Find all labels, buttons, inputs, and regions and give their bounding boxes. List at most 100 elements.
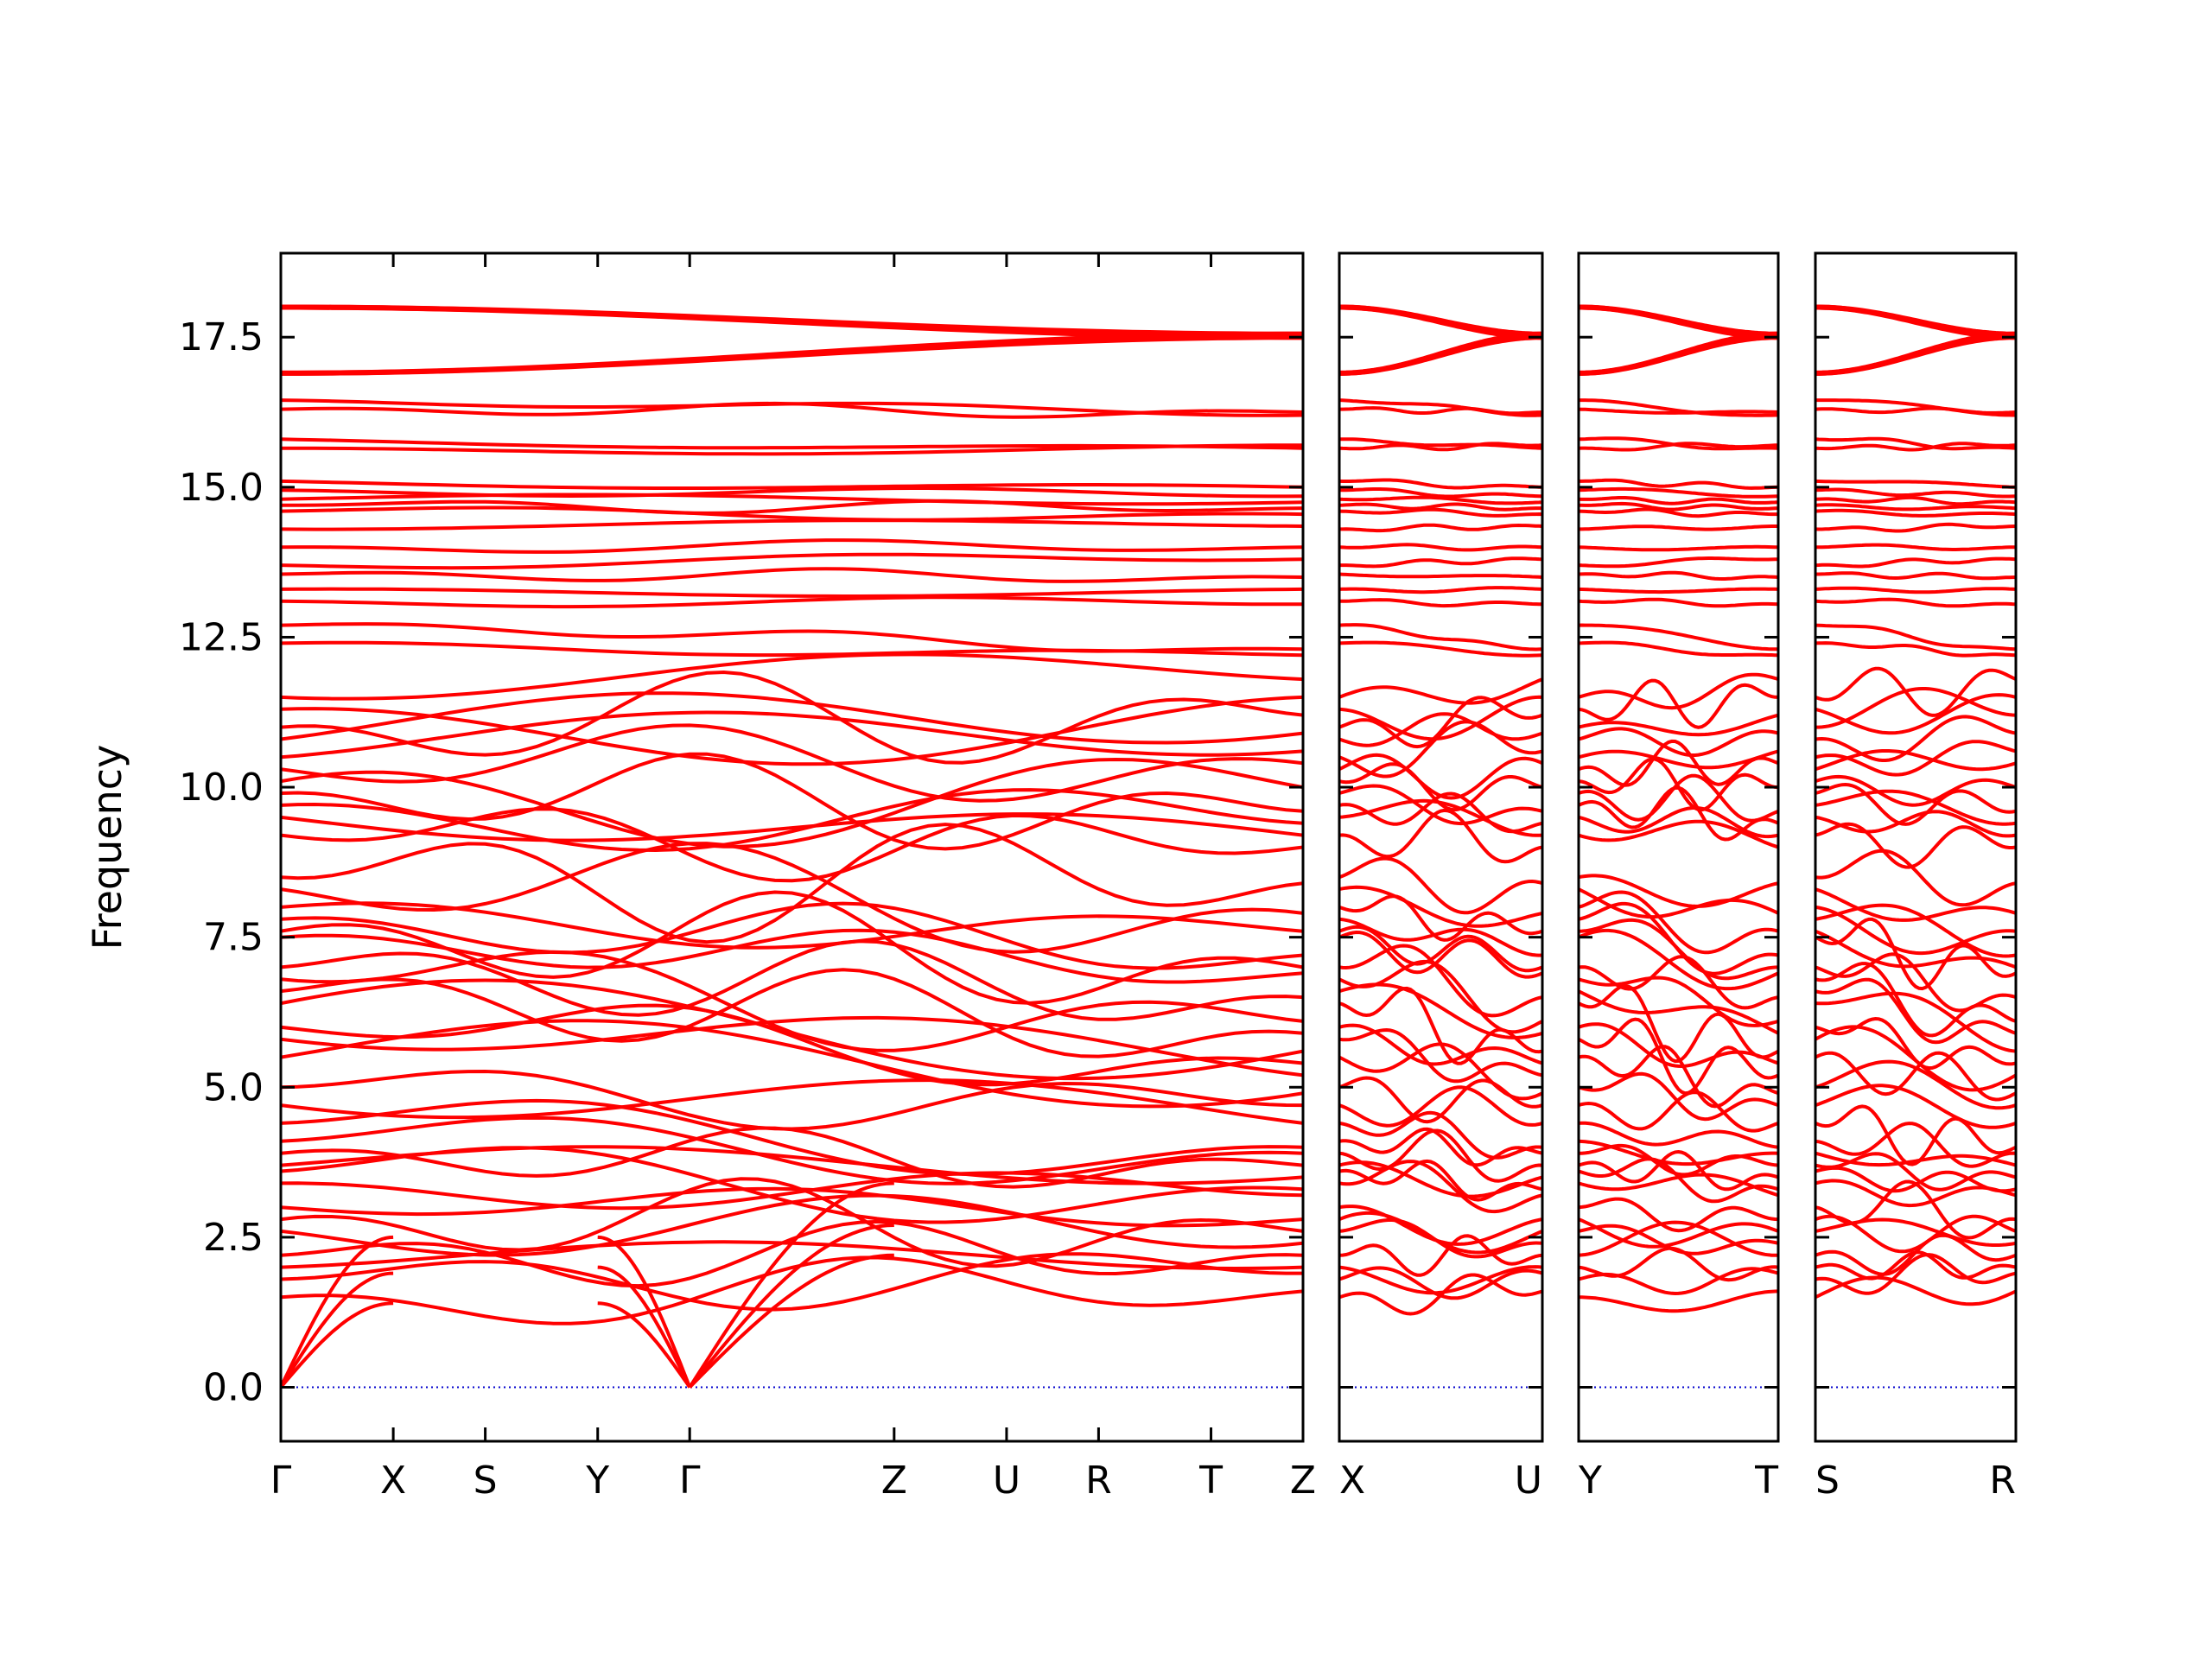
band-branch bbox=[1579, 587, 1778, 594]
x-tick-label: T bbox=[1198, 1459, 1223, 1503]
band-branch bbox=[1339, 640, 1542, 658]
y-tick-label: 12.5 bbox=[179, 615, 264, 659]
band-branch bbox=[281, 622, 1303, 653]
band-branch bbox=[281, 499, 1303, 515]
band-branch bbox=[1339, 1128, 1542, 1183]
x-tick-label: X bbox=[1339, 1459, 1365, 1503]
band-branch bbox=[1815, 1059, 2016, 1110]
band-branch bbox=[1579, 819, 1778, 849]
band-branch bbox=[1339, 502, 1542, 512]
band-branch bbox=[1339, 1265, 1542, 1295]
band-branch bbox=[1815, 1214, 2016, 1254]
band-lines bbox=[281, 304, 1303, 1389]
x-tick-label: R bbox=[1989, 1459, 2016, 1503]
band-branch bbox=[1815, 849, 2016, 907]
band-branch bbox=[1815, 1275, 2016, 1306]
band-branch bbox=[1815, 905, 2016, 956]
band-branch bbox=[1815, 586, 2016, 594]
band-branch bbox=[1579, 556, 1778, 569]
band-branch bbox=[1339, 712, 1542, 747]
band-branch bbox=[1339, 944, 1542, 1018]
band-branch bbox=[1339, 334, 1542, 376]
band-branch bbox=[1339, 507, 1542, 518]
band-branch bbox=[1339, 406, 1542, 416]
band-branch bbox=[1579, 989, 1778, 1035]
band-branch bbox=[1579, 1045, 1778, 1109]
band-branch bbox=[1339, 1234, 1542, 1277]
band-branch bbox=[1339, 1127, 1542, 1167]
band-branch bbox=[1579, 1017, 1778, 1096]
y-tick-label: 15.0 bbox=[179, 466, 264, 510]
band-branch bbox=[1815, 571, 2016, 581]
band-branch bbox=[1339, 495, 1542, 505]
band-branch bbox=[1339, 572, 1542, 579]
band-branch bbox=[1339, 487, 1542, 499]
band-branch bbox=[1339, 523, 1542, 533]
band-branch bbox=[1579, 570, 1778, 581]
band-branch bbox=[1579, 1071, 1778, 1122]
band-branch bbox=[1579, 955, 1778, 1010]
band-branch bbox=[281, 710, 1303, 760]
band-branch bbox=[1579, 1289, 1778, 1313]
band-branch bbox=[1579, 442, 1778, 452]
band-branch bbox=[281, 812, 1303, 842]
band-branch bbox=[1339, 695, 1542, 741]
band-branch bbox=[1579, 874, 1778, 908]
band-branch bbox=[1815, 479, 2016, 489]
band-branch bbox=[1579, 1173, 1778, 1198]
band-branch bbox=[281, 1078, 1303, 1125]
x-tick-label: T bbox=[1754, 1459, 1778, 1503]
band-branch bbox=[1815, 1253, 2016, 1295]
band-branch bbox=[1579, 478, 1778, 490]
band-branch bbox=[1815, 1217, 2016, 1247]
band-branch bbox=[281, 505, 1303, 522]
band-branch bbox=[281, 1098, 1303, 1176]
band-branch bbox=[1579, 976, 1778, 1027]
band-branch bbox=[1579, 1090, 1778, 1133]
band-branch bbox=[1339, 586, 1542, 594]
band-branch bbox=[1815, 406, 2016, 415]
chart-panels: 0.02.55.07.510.012.515.017.5Γ X S Y Γ Z U R T Z X U… bbox=[179, 251, 2018, 1503]
band-lines bbox=[1579, 304, 1778, 1389]
x-tick-label: S bbox=[1815, 1459, 1840, 1503]
band-branch bbox=[1339, 1159, 1542, 1202]
band-branch bbox=[1339, 556, 1542, 569]
band-branch bbox=[281, 695, 1303, 766]
acoustic-branch bbox=[597, 1301, 691, 1389]
band-branch bbox=[281, 928, 1303, 984]
band-branch bbox=[1815, 1122, 2016, 1168]
band-branch bbox=[1815, 822, 2016, 869]
band-branch bbox=[1579, 1220, 1778, 1257]
band-branch bbox=[281, 1252, 1303, 1312]
band-branch bbox=[281, 443, 1303, 456]
band-branch bbox=[1815, 487, 2016, 499]
x-tick-label: R bbox=[1085, 1459, 1112, 1503]
band-branch bbox=[281, 552, 1303, 570]
x-tick-label: S bbox=[474, 1459, 498, 1503]
band-branch bbox=[281, 752, 1303, 851]
band-branch bbox=[1579, 407, 1778, 415]
band-branch bbox=[1815, 666, 2016, 717]
band-branch bbox=[1815, 687, 2016, 729]
band-branch bbox=[281, 978, 1303, 1081]
band-branch bbox=[1339, 677, 1542, 705]
band-branch bbox=[1579, 486, 1778, 499]
band-branch bbox=[1579, 496, 1778, 505]
band-branch bbox=[1815, 1104, 2016, 1166]
band-branch bbox=[1579, 727, 1778, 757]
band-branch bbox=[1815, 1250, 2016, 1281]
band-branch bbox=[1579, 1121, 1778, 1149]
band-branch bbox=[1339, 808, 1542, 864]
y-tick-label: 0.0 bbox=[203, 1366, 264, 1410]
band-branch bbox=[1579, 678, 1778, 729]
acoustic-branch bbox=[597, 1265, 692, 1389]
x-tick-label: U bbox=[993, 1459, 1020, 1503]
band-branch bbox=[1579, 501, 1778, 512]
band-branch bbox=[281, 538, 1303, 554]
band-branch bbox=[281, 901, 1303, 970]
band-branch bbox=[281, 1177, 1303, 1268]
band-branch bbox=[281, 807, 1303, 883]
